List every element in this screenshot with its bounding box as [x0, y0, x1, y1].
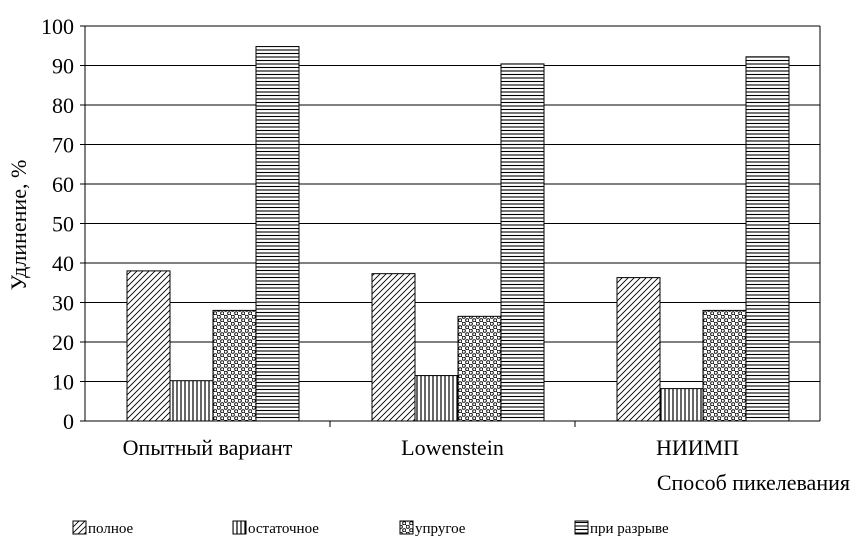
y-tick-label: 100: [41, 14, 74, 39]
bar: [169, 380, 214, 422]
legend-label: остаточное: [248, 521, 319, 537]
x-axis-label: Способ пикелевания: [657, 470, 850, 495]
legend-swatch: [399, 520, 414, 535]
legend-label: полное: [88, 521, 134, 537]
x-category-label: НИИМП: [656, 435, 739, 460]
x-category-label: Lowenstein: [401, 435, 504, 460]
legend-label: упругое: [415, 521, 466, 537]
bar: [255, 46, 300, 422]
x-category-label: Опытный вариант: [123, 435, 293, 460]
bar: [745, 56, 790, 422]
bar: [702, 309, 747, 422]
bars-layer: [126, 46, 790, 422]
bar: [457, 315, 502, 422]
y-tick-label: 30: [52, 291, 74, 316]
legend-swatch: [574, 520, 589, 535]
y-tick-label: 70: [52, 133, 74, 158]
bar: [414, 375, 459, 422]
bar: [616, 277, 661, 422]
y-axis-label: Удлинение, %: [6, 160, 31, 291]
y-tick-label: 20: [52, 330, 74, 355]
y-tick-label: 60: [52, 172, 74, 197]
bar: [371, 273, 416, 422]
y-tick-label: 50: [52, 212, 74, 237]
legend-label: при разрыве: [590, 521, 669, 537]
legend-swatch: [232, 520, 247, 535]
y-tick-label: 90: [52, 54, 74, 79]
bar: [212, 309, 257, 422]
x-category-labels: Опытный вариант Lowenstein НИИМП: [123, 435, 740, 460]
y-tick-label: 40: [52, 251, 74, 276]
legend: полное остаточное упругое при разрыве: [72, 520, 669, 537]
gridlines: [80, 25, 820, 427]
y-tick-label: 0: [63, 409, 74, 434]
y-tick-labels: 0 10 20 30 40 50 60 70 80 90 100: [41, 14, 74, 434]
bar: [659, 388, 704, 422]
y-tick-label: 10: [52, 370, 74, 395]
y-tick-label: 80: [52, 93, 74, 118]
legend-swatch: [72, 520, 87, 535]
bar: [500, 63, 545, 422]
bar: [126, 270, 171, 422]
